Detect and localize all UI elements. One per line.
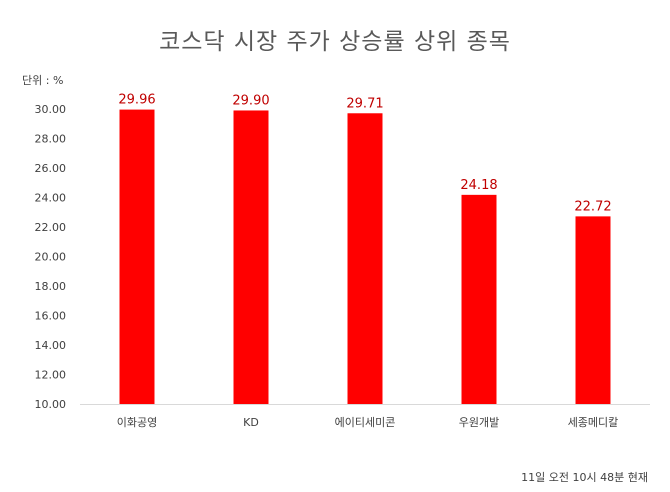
y-tick-label: 12.00: [35, 369, 67, 382]
bar-3: [461, 194, 497, 404]
category-label-2: 에이티세미콘: [335, 416, 396, 429]
bar-series: [119, 109, 611, 404]
unit-label: 단위 : %: [22, 74, 64, 87]
category-labels: 이화공영 KD 에이티세미콘 우원개발 세종메디칼: [117, 416, 619, 429]
bar-2: [347, 113, 383, 404]
y-axis-ticks: 10.00 12.00 14.00 16.00 18.00 20.00 22.00 24.00…: [35, 103, 67, 411]
y-tick-label: 28.00: [35, 133, 67, 146]
y-tick-label: 10.00: [35, 398, 67, 411]
data-label-4: 22.72: [574, 199, 611, 214]
category-label-0: 이화공영: [117, 416, 157, 429]
data-label-3: 24.18: [460, 178, 497, 193]
data-labels: 29.96 29.90 29.71 24.18 22.72: [118, 93, 611, 215]
y-tick-label: 16.00: [35, 310, 67, 323]
bar-1: [233, 110, 269, 404]
y-tick-label: 22.00: [35, 221, 67, 234]
data-label-0: 29.96: [118, 93, 155, 108]
category-label-4: 세종메디칼: [568, 416, 619, 429]
category-label-3: 우원개발: [459, 416, 499, 429]
bar-4: [575, 216, 611, 404]
chart-title: 코스닥 시장 주가 상승률 상위 종목: [159, 29, 511, 55]
y-tick-label: 18.00: [35, 280, 67, 293]
y-tick-label: 14.00: [35, 339, 67, 352]
data-label-2: 29.71: [346, 96, 383, 111]
bar-0: [119, 109, 155, 404]
y-tick-label: 30.00: [35, 103, 67, 116]
data-label-1: 29.90: [232, 93, 269, 108]
y-tick-label: 26.00: [35, 162, 67, 175]
category-label-1: KD: [243, 416, 259, 429]
y-tick-label: 24.00: [35, 192, 67, 205]
footnote: 11일 오전 10시 48분 현재: [521, 471, 648, 484]
y-tick-label: 20.00: [35, 251, 67, 264]
